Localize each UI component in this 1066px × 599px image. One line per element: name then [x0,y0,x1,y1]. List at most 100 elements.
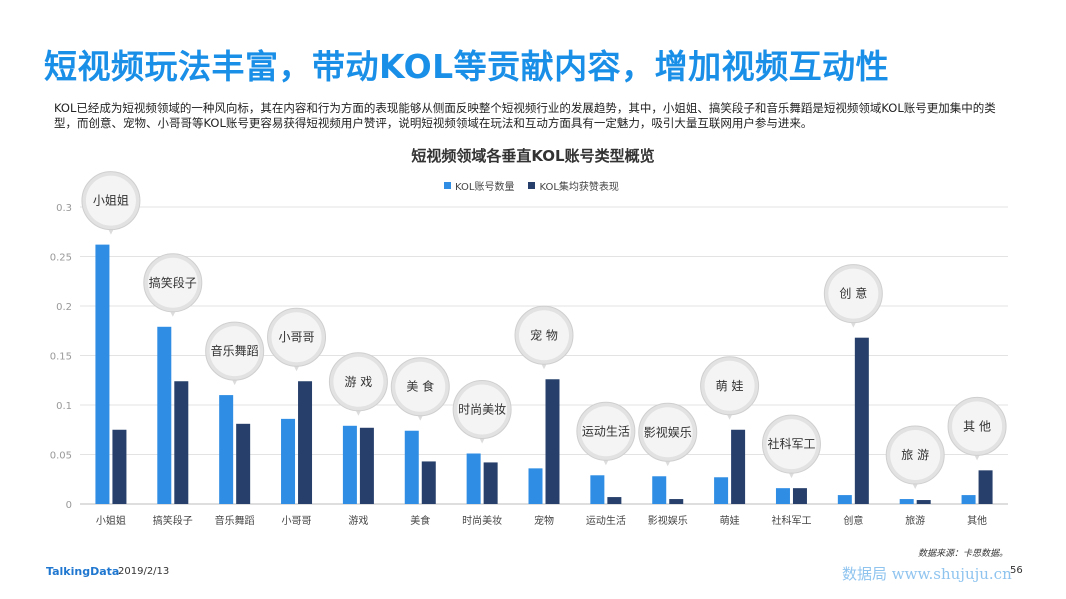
page-description: KOL已经成为短视频领域的一种风向标，其在内容和行为方面的表现能够从侧面反映整个… [54,101,996,130]
bar-kol-likes [854,337,869,504]
x-tick-label: 影视娱乐 [648,514,688,527]
category-bubble: 时尚美妆 [452,380,512,444]
bar-kol-count [528,468,543,504]
y-tick-label: 0.1 [56,401,72,412]
bubble-inner [642,407,693,458]
x-tick-label: 音乐舞蹈 [215,514,255,527]
chart-legend: KOL账号数量 KOL集均获赞表现 [444,178,619,193]
bubble-inner [209,326,260,377]
legend-item-kol-count: KOL账号数量 [444,178,514,193]
bubble-label: 宠 物 [530,327,558,342]
bar-kol-likes [607,497,622,504]
bubble-label: 小姐姐 [93,194,129,208]
bubble-label: 游 戏 [344,375,372,389]
legend-label-kol-likes: KOL集均获赞表现 [539,182,619,193]
bubble-label: 旅 游 [901,448,929,462]
x-tick-label: 其他 [967,514,987,527]
bubble-label: 小哥哥 [279,330,315,344]
bar-kol-likes [978,470,993,504]
bar-kol-likes [483,462,498,504]
bubble-label: 时尚美妆 [458,403,506,417]
bubble-inner [457,384,508,435]
category-bubble: 小哥哥 [267,307,327,372]
bubble-label: 创 意 [839,286,867,301]
bar-kol-count [590,475,605,504]
x-tick-label: 创意 [843,514,863,527]
category-bubble: 运动生活 [576,401,636,466]
x-tick-label: 运动生活 [586,514,626,527]
category-bubble: 社科军工 [761,414,821,479]
bubble-inner [766,419,817,470]
x-tick-label: 美食 [410,514,430,527]
bar-kol-likes [236,423,251,504]
y-tick-label: 0.2 [56,302,72,313]
legend-swatch-kol-likes [528,182,536,189]
bubble-inner [333,356,384,407]
category-bubble: 搞笑段子 [143,253,203,317]
x-tick-label: 搞笑段子 [153,514,193,527]
x-tick-label: 宠物 [534,514,554,527]
y-tick-label: 0.05 [50,451,72,462]
bubble-inner [952,401,1003,452]
x-tick-label: 小姐姐 [96,514,126,527]
bar-kol-count [466,453,481,504]
bar-kol-likes [112,429,127,504]
bubble-label: 影视娱乐 [644,424,692,439]
bar-kol-count [281,418,296,504]
bar-kol-likes [545,379,560,504]
bar-kol-count [219,395,234,504]
bubble-inner [890,430,941,481]
bar-kol-count [652,476,667,504]
bar-kol-count [95,244,110,504]
bar-kol-count [775,488,790,504]
category-bubble: 萌 娃 [700,356,760,420]
y-tick-label: 0.3 [56,203,72,214]
bubble-inner [147,257,198,308]
category-bubble: 游 戏 [328,352,388,416]
bar-kol-count [404,430,419,504]
bubble-label: 美 食 [406,379,434,394]
bubble-label: 运动生活 [582,424,630,438]
bubble-inner [580,406,631,457]
category-bubble: 宠 物 [514,305,574,370]
legend-label-kol-count: KOL账号数量 [455,182,515,193]
x-tick-label: 小哥哥 [282,515,312,527]
legend-item-kol-likes: KOL集均获赞表现 [528,178,619,193]
bubble-inner [395,361,446,412]
bubble-label: 其 他 [963,419,991,433]
chart-title: 短视频领域各垂直KOL账号类型概览 [411,147,655,165]
page-number: 56 [1010,565,1023,576]
bubble-label: 社科军工 [767,436,815,451]
bubble-inner [704,360,755,411]
bar-kol-likes [421,461,436,504]
watermark: 数据局 www.shujuju.cn [842,565,1012,583]
bubble-inner [828,268,879,319]
category-bubble: 其 他 [947,396,1007,461]
bar-kol-likes [298,381,313,504]
category-bubble: 美 食 [390,357,450,421]
legend-swatch-kol-count [444,182,451,189]
bubble-label: 搞笑段子 [149,275,197,290]
bar-kol-count [157,326,172,504]
category-bubble: 创 意 [823,264,883,328]
source-note: 数据来源：卡思数据。 [917,549,1008,559]
category-bubble: 旅 游 [885,425,945,490]
bubble-label: 音乐舞蹈 [211,343,259,358]
category-bubble: 音乐舞蹈 [205,321,265,386]
x-tick-label: 游戏 [348,514,368,527]
bar-kol-count [714,477,729,504]
bar-kol-likes [731,429,746,504]
x-tick-label: 时尚美妆 [462,514,502,527]
y-tick-label: 0 [66,500,72,511]
footer-date: 2019/2/13 [118,566,170,577]
y-tick-label: 0.25 [50,253,72,264]
bar-kol-count [899,499,914,504]
page-title: 短视频玩法丰富，带动KOL等贡献内容，增加视频互动性 [44,47,890,86]
bar-kol-likes [359,427,374,504]
category-bubble: 小姐姐 [81,171,141,235]
y-tick-label: 0.15 [50,352,72,363]
bar-kol-count [837,495,852,504]
x-tick-label: 社科军工 [771,514,811,527]
x-tick-label: 萌娃 [720,514,740,527]
